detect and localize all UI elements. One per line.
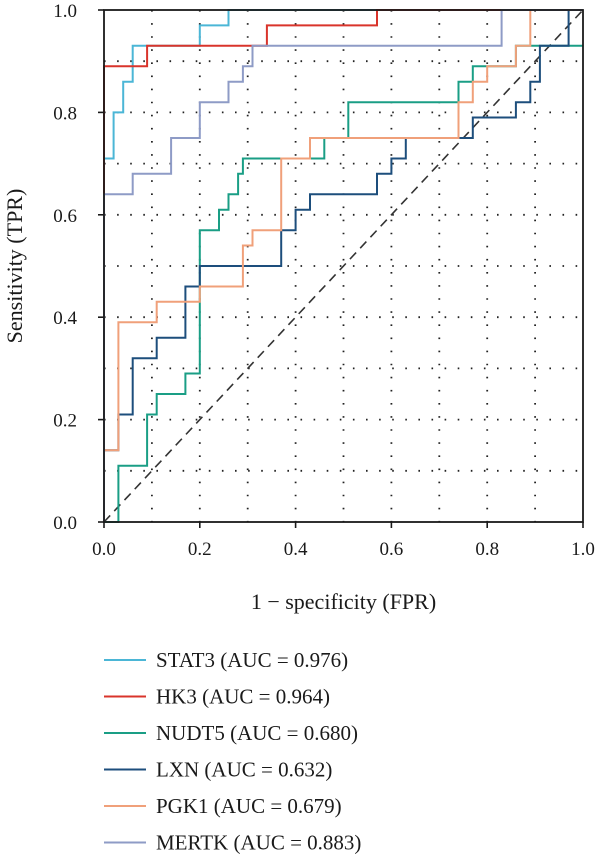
x-tick-label: 0.6 bbox=[380, 539, 404, 560]
legend-label: MERTK (AUC = 0.883) bbox=[156, 831, 361, 855]
x-tick-label: 0.2 bbox=[188, 539, 212, 560]
y-tick-label: 0.8 bbox=[53, 103, 77, 124]
legend-label: HK3 (AUC = 0.964) bbox=[156, 685, 330, 709]
y-tick-label: 1.0 bbox=[53, 1, 77, 22]
roc-curves bbox=[103, 9, 583, 523]
legend-label: NUDT5 (AUC = 0.680) bbox=[156, 721, 358, 745]
roc-curve-3 bbox=[103, 9, 583, 522]
roc-curve-2 bbox=[104, 44, 583, 523]
roc-curve-0 bbox=[103, 9, 583, 522]
y-tick-label: 0.2 bbox=[53, 411, 77, 432]
x-axis-title: 1 − specificity (FPR) bbox=[251, 589, 436, 614]
legend: STAT3 (AUC = 0.976) HK3 (AUC = 0.964) NUDT… bbox=[104, 648, 361, 855]
legend-label: PGK1 (AUC = 0.679) bbox=[156, 794, 342, 818]
diagonal-reference-line bbox=[103, 9, 584, 523]
y-tick-label: 0.6 bbox=[53, 206, 77, 227]
plot-frame bbox=[103, 9, 584, 523]
grid-lines bbox=[104, 10, 583, 522]
y-axis-title: Sensitivity (TPR) bbox=[2, 189, 27, 344]
legend-label: STAT3 (AUC = 0.976) bbox=[156, 648, 348, 672]
x-tick-label: 0.8 bbox=[475, 539, 499, 560]
x-tick-label: 0.4 bbox=[284, 539, 308, 560]
y-tick-label: 0.0 bbox=[53, 513, 77, 534]
x-tick-label: 0.0 bbox=[92, 539, 116, 560]
roc-curve-4 bbox=[103, 9, 583, 522]
axis-ticks: 0.0 0.2 0.4 0.6 0.8 1.0 0.0 0.2 0.4 0.6 0.8 1.0 bbox=[53, 1, 595, 560]
legend-label: LXN (AUC = 0.632) bbox=[156, 758, 332, 782]
roc-curve-5 bbox=[103, 9, 583, 522]
x-tick-label: 1.0 bbox=[571, 539, 595, 560]
y-tick-label: 0.4 bbox=[53, 308, 77, 329]
